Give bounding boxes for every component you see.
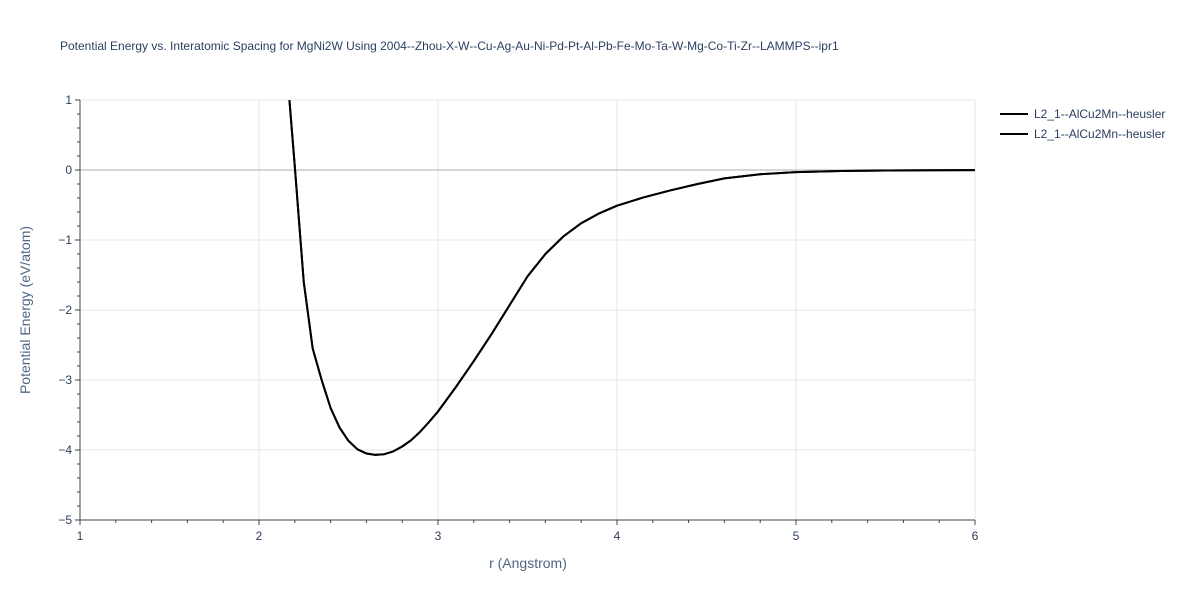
legend-label: L2_1--AlCu2Mn--heusler xyxy=(1034,127,1165,141)
x-tick-label: 1 xyxy=(77,529,84,543)
x-tick-label: 6 xyxy=(972,529,979,543)
x-tick-label: 2 xyxy=(256,529,263,543)
y-tick-label: −5 xyxy=(58,513,72,527)
legend-label: L2_1--AlCu2Mn--heusler xyxy=(1034,107,1165,121)
x-tick-label: 4 xyxy=(614,529,621,543)
series-layer xyxy=(288,100,975,456)
x-tick-label: 5 xyxy=(793,529,800,543)
y-tick-label: −2 xyxy=(58,303,72,317)
y-axis-title: Potential Energy (eV/atom) xyxy=(17,226,33,394)
chart-title: Potential Energy vs. Interatomic Spacing… xyxy=(60,39,839,53)
y-tick-label: −4 xyxy=(58,443,72,457)
x-tick-label: 3 xyxy=(435,529,442,543)
grid-layer xyxy=(80,99,976,520)
legend-item-2[interactable]: L2_1--AlCu2Mn--heusler xyxy=(1000,127,1165,141)
axes-layer: 1 2 3 4 5 6 1 0 −1 −2 −3 −4 −5 xyxy=(58,93,978,543)
series-line-2 xyxy=(288,100,975,456)
y-tick-label: 0 xyxy=(65,163,72,177)
y-tick-label: 1 xyxy=(65,93,72,107)
y-tick-label: −3 xyxy=(58,373,72,387)
legend[interactable]: L2_1--AlCu2Mn--heusler L2_1--AlCu2Mn--heu… xyxy=(1000,107,1165,141)
legend-item-1[interactable]: L2_1--AlCu2Mn--heusler xyxy=(1000,107,1165,121)
y-tick-label: −1 xyxy=(58,233,72,247)
x-axis-title: r (Angstrom) xyxy=(489,555,567,571)
